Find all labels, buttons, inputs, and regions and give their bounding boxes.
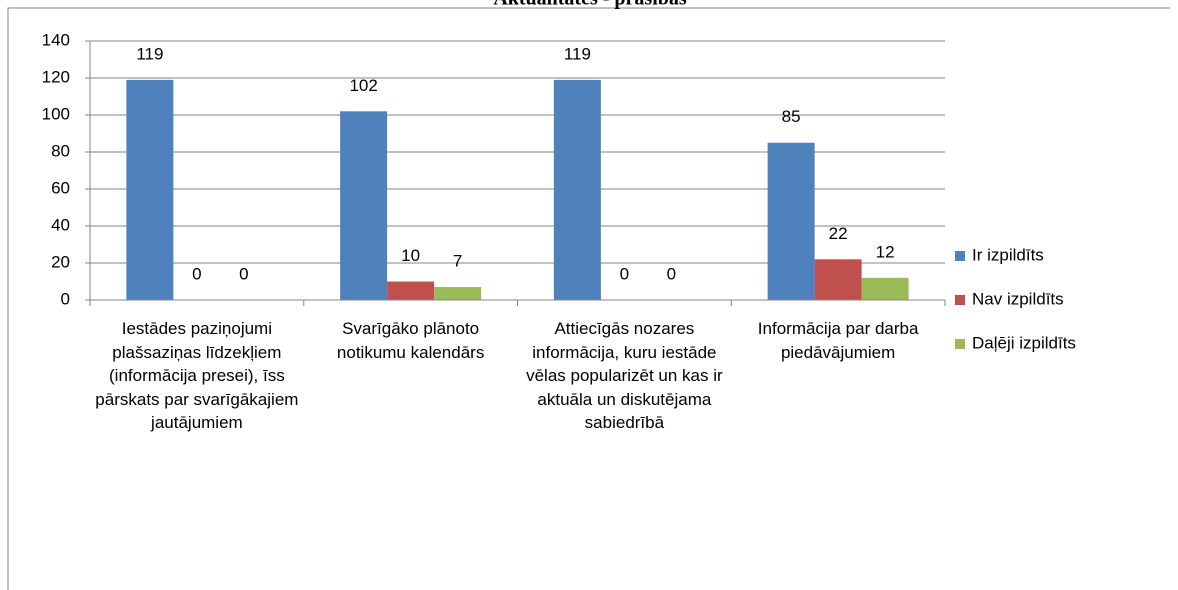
y-tick-label: 100	[42, 104, 70, 123]
bar	[434, 287, 482, 300]
data-label: 10	[401, 246, 420, 265]
chart-title: Aktualitātes - prasības	[493, 0, 687, 10]
x-tick-label: Iestādes paziņojumi plašsaziņas līdzekļi…	[95, 319, 299, 432]
data-label: 12	[876, 242, 895, 261]
data-label: 0	[239, 264, 248, 283]
chart-frame	[7, 7, 1170, 590]
data-label: 102	[349, 76, 377, 95]
legend-swatch	[955, 339, 965, 349]
y-tick-label: 40	[51, 215, 70, 234]
x-tick-label: Attiecīgās nozares informācija, kuru ies…	[526, 319, 723, 432]
bar	[553, 79, 601, 300]
data-label: 119	[564, 44, 591, 63]
legend-swatch	[955, 295, 965, 305]
bar	[814, 259, 862, 300]
bar	[387, 281, 435, 300]
bar	[861, 277, 909, 300]
y-tick-label: 0	[61, 289, 70, 308]
x-tick-label: Informācija par darba piedāvājumiem	[757, 319, 919, 362]
data-label: 22	[829, 224, 848, 243]
y-tick-label: 120	[42, 67, 70, 86]
data-label: 0	[667, 264, 676, 283]
legend-label: Nav izpildīts	[972, 289, 1064, 308]
data-label: 119	[136, 44, 163, 63]
data-label: 85	[782, 107, 801, 126]
data-label: 0	[192, 264, 201, 283]
bar	[340, 111, 388, 300]
data-label: 7	[453, 252, 462, 271]
y-tick-label: 140	[42, 30, 70, 49]
y-tick-label: 80	[51, 141, 70, 160]
x-tick-label: Svarīgāko plānoto notikumu kalendārs	[336, 319, 485, 362]
y-tick-label: 60	[51, 178, 70, 197]
bar	[767, 142, 815, 300]
bar	[126, 79, 174, 300]
legend-swatch	[955, 251, 965, 261]
y-tick-label: 20	[51, 252, 70, 271]
legend-label: Ir izpildīts	[972, 245, 1044, 264]
data-label: 0	[620, 264, 629, 283]
legend-label: Daļēji izpildīts	[972, 333, 1076, 352]
